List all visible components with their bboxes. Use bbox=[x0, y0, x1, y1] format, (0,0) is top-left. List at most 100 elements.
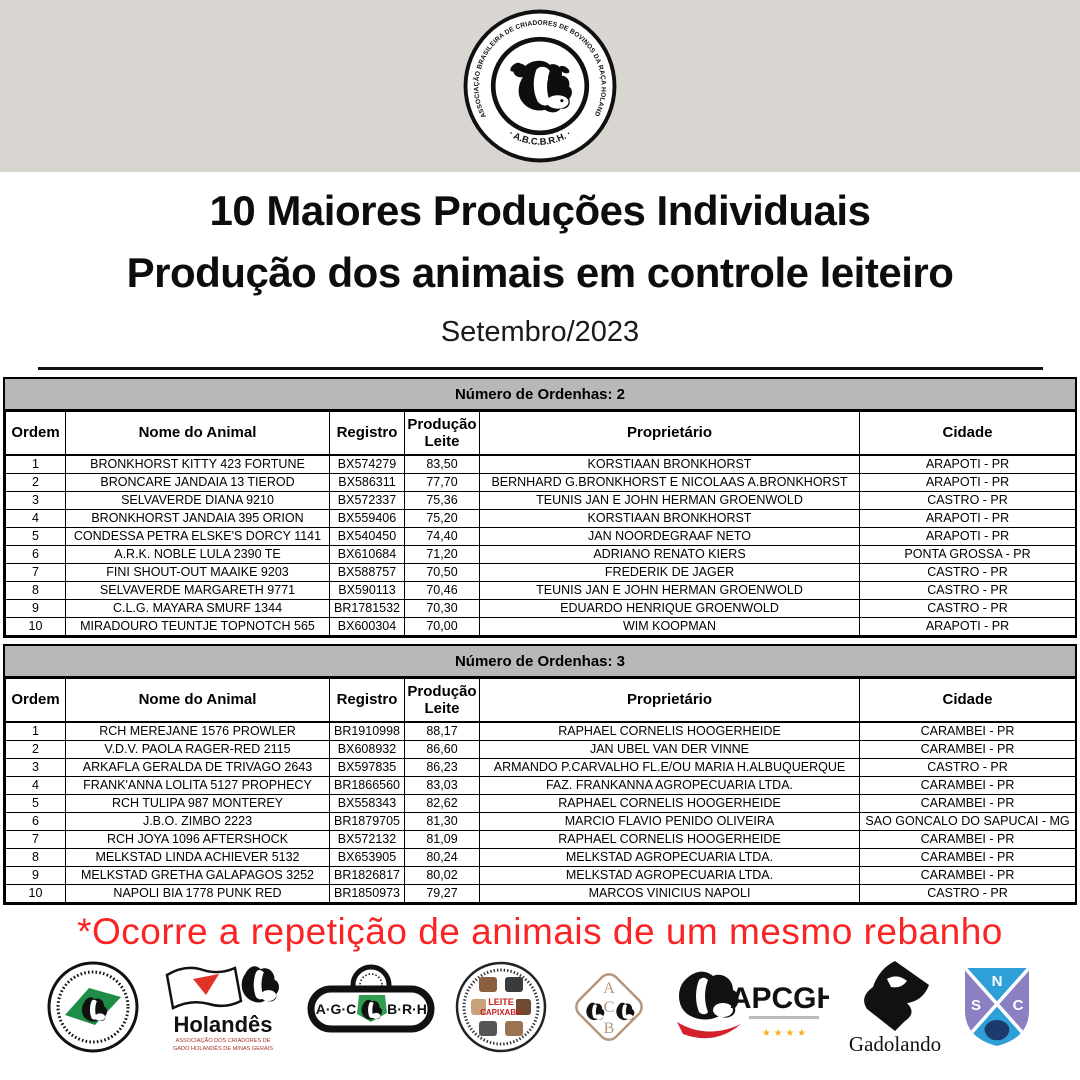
cell-proprietario: FREDERIK DE JAGER bbox=[479, 563, 860, 582]
cell-producao: 74,40 bbox=[404, 527, 480, 546]
cell-proprietario: RAPHAEL CORNELIS HOOGERHEIDE bbox=[479, 721, 860, 741]
column-header: Produção Leite bbox=[404, 678, 480, 723]
cell-cidade: CARAMBEI - PR bbox=[859, 794, 1076, 813]
cell-registro: BX608932 bbox=[329, 740, 405, 759]
cell-producao: 75,36 bbox=[404, 491, 480, 510]
cell-ordem: 10 bbox=[5, 617, 66, 636]
cell-registro: BX559406 bbox=[329, 509, 405, 528]
agcbrh-right: B·R·H bbox=[387, 1001, 427, 1017]
agcbrh-logo-icon: A·G·C B·R·H bbox=[307, 964, 435, 1033]
cell-registro: BR1850973 bbox=[329, 884, 405, 903]
column-header: Cidade bbox=[859, 411, 1076, 456]
cell-producao: 80,02 bbox=[404, 866, 480, 885]
nsc-letter-c: C bbox=[1013, 997, 1024, 1014]
cell-registro: BR1826817 bbox=[329, 866, 405, 885]
cell-registro: BX597835 bbox=[329, 758, 405, 777]
page-title-line1: 10 Maiores Produções Individuais bbox=[209, 187, 871, 234]
cell-proprietario: FAZ. FRANKANNA AGROPECUARIA LTDA. bbox=[479, 776, 860, 795]
cell-cidade: CASTRO - PR bbox=[859, 491, 1076, 510]
apcbrh-parana-logo-icon bbox=[47, 961, 139, 1053]
section-band: Número de Ordenhas: 2 bbox=[5, 379, 1075, 411]
cell-ordem: 1 bbox=[5, 721, 66, 741]
column-header: Proprietário bbox=[479, 678, 860, 723]
cell-proprietario: TEUNIS JAN E JOHN HERMAN GROENWOLD bbox=[479, 581, 860, 600]
tables-area: Número de Ordenhas: 2 Ordem Nome do Anima… bbox=[0, 377, 1080, 905]
column-header: Cidade bbox=[859, 678, 1076, 723]
cell-nome: NAPOLI BIA 1778 PUNK RED bbox=[65, 884, 330, 903]
cell-nome: MELKSTAD GRETHA GALAPAGOS 3252 bbox=[65, 866, 330, 885]
cell-producao: 77,70 bbox=[404, 473, 480, 492]
cell-proprietario: RAPHAEL CORNELIS HOOGERHEIDE bbox=[479, 830, 860, 849]
table-row: 8 SELVAVERDE MARGARETH 9771 BX590113 70,46 T… bbox=[5, 581, 1076, 600]
cell-ordem: 7 bbox=[5, 563, 66, 582]
cell-producao: 86,23 bbox=[404, 758, 480, 777]
apcgh-caption-strip bbox=[749, 1016, 819, 1019]
cell-ordem: 3 bbox=[5, 758, 66, 777]
cell-ordem: 8 bbox=[5, 581, 66, 600]
cell-producao: 86,60 bbox=[404, 740, 480, 759]
table-row: 3 ARKAFLA GERALDA DE TRIVAGO 2643 BX597835… bbox=[5, 758, 1076, 777]
table-row: 10 MIRADOURO TEUNTJE TOPNOTCH 565 BX600304… bbox=[5, 617, 1076, 636]
cell-cidade: ARAPOTI - PR bbox=[859, 527, 1076, 546]
header-row: Ordem Nome do Animal Registro Produção Leit… bbox=[5, 678, 1076, 723]
cell-cidade: CARAMBEI - PR bbox=[859, 721, 1076, 741]
title-block: 10 Maiores Produções Individuais Produçã… bbox=[0, 172, 1080, 349]
acgb-letter-a: A bbox=[603, 980, 615, 997]
cell-ordem: 1 bbox=[5, 454, 66, 474]
cell-ordem: 4 bbox=[5, 776, 66, 795]
cell-proprietario: MARCOS VINICIUS NAPOLI bbox=[479, 884, 860, 903]
column-header: Proprietário bbox=[479, 411, 860, 456]
cell-registro: BR1879705 bbox=[329, 812, 405, 831]
holandes-minas-logo-icon: Holandês ASSOCIAÇÃO DOS CRIADORES DE GAD… bbox=[165, 966, 280, 1052]
cell-nome: MIRADOURO TEUNTJE TOPNOTCH 565 bbox=[65, 617, 330, 636]
cell-producao: 83,50 bbox=[404, 454, 480, 474]
cell-cidade: ARAPOTI - PR bbox=[859, 617, 1076, 636]
apcgh-stars: ★ ★ ★ ★ bbox=[762, 1028, 806, 1039]
cell-producao: 70,00 bbox=[404, 617, 480, 636]
cell-cidade: CASTRO - PR bbox=[859, 884, 1076, 903]
cell-cidade: CASTRO - PR bbox=[859, 599, 1076, 618]
cell-ordem: 9 bbox=[5, 866, 66, 885]
cell-nome: BRONKHORST KITTY 423 FORTUNE bbox=[65, 454, 330, 474]
table-row: 2 BRONCARE JANDAIA 13 TIEROD BX586311 77,70… bbox=[5, 473, 1076, 492]
footnote: *Ocorre a repetição de animais de um mes… bbox=[77, 911, 1003, 952]
cell-registro: BX586311 bbox=[329, 473, 405, 492]
cell-producao: 71,20 bbox=[404, 545, 480, 564]
cell-cidade: CARAMBEI - PR bbox=[859, 830, 1076, 849]
cell-proprietario: ADRIANO RENATO KIERS bbox=[479, 545, 860, 564]
acgb-letter-b: B bbox=[604, 1020, 615, 1037]
cell-ordem: 7 bbox=[5, 830, 66, 849]
cell-producao: 79,27 bbox=[404, 884, 480, 903]
table-row: 2 V.D.V. PAOLA RAGER-RED 2115 BX608932 86,6… bbox=[5, 740, 1076, 759]
holandes-caption1: ASSOCIAÇÃO DOS CRIADORES DE bbox=[176, 1037, 271, 1044]
cell-cidade: ARAPOTI - PR bbox=[859, 454, 1076, 474]
apcgh-logo-icon: APCGH ★ ★ ★ ★ bbox=[677, 971, 829, 1039]
column-header: Produção Leite bbox=[404, 411, 480, 456]
gadolando-logo-icon: Gadolando bbox=[849, 961, 941, 1055]
nsc-letter-n: N bbox=[992, 973, 1003, 990]
header-row: Ordem Nome do Animal Registro Produção Leit… bbox=[5, 411, 1076, 456]
table-row: 4 BRONKHORST JANDAIA 395 ORION BX559406 75,… bbox=[5, 509, 1076, 528]
capixaba-line1: LEITE bbox=[488, 997, 514, 1007]
cell-nome: RCH JOYA 1096 AFTERSHOCK bbox=[65, 830, 330, 849]
cell-nome: FINI SHOUT-OUT MAAIKE 9203 bbox=[65, 563, 330, 582]
cell-registro: BX574279 bbox=[329, 454, 405, 474]
acgb-letter-c: C bbox=[604, 999, 615, 1016]
cell-proprietario: MELKSTAD AGROPECUARIA LTDA. bbox=[479, 866, 860, 885]
cell-ordem: 4 bbox=[5, 509, 66, 528]
cell-producao: 82,62 bbox=[404, 794, 480, 813]
cell-registro: BX540450 bbox=[329, 527, 405, 546]
top-band: ASSOCIAÇÃO BRASILEIRA DE CRIADORES DE BO… bbox=[0, 0, 1080, 172]
table-row: 6 J.B.O. ZIMBO 2223 BR1879705 81,30 MARCIO F… bbox=[5, 812, 1076, 831]
table-row: 9 MELKSTAD GRETHA GALAPAGOS 3252 BR1826817… bbox=[5, 866, 1076, 885]
cell-proprietario: MELKSTAD AGROPECUARIA LTDA. bbox=[479, 848, 860, 867]
cell-registro: BX558343 bbox=[329, 794, 405, 813]
cell-proprietario: JAN UBEL VAN DER VINNE bbox=[479, 740, 860, 759]
column-header: Nome do Animal bbox=[65, 411, 330, 456]
cell-proprietario: ARMANDO P.CARVALHO FL.E/OU MARIA H.ALBUQ… bbox=[479, 758, 860, 777]
table-ordenhas-3: Número de Ordenhas: 3 Ordem Nome do Anima… bbox=[3, 644, 1077, 905]
column-header: Nome do Animal bbox=[65, 678, 330, 723]
table-row: 3 SELVAVERDE DIANA 9210 BX572337 75,36 TEUNI… bbox=[5, 491, 1076, 510]
cell-ordem: 6 bbox=[5, 545, 66, 564]
subtitle-month: Setembro/2023 bbox=[440, 316, 640, 348]
